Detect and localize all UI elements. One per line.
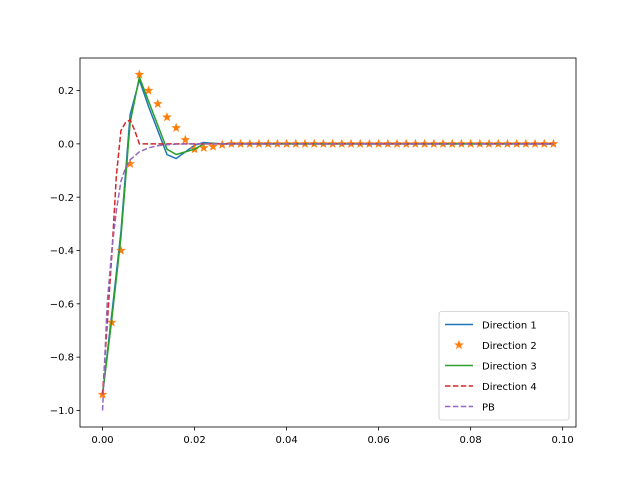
series-layer (97, 69, 559, 411)
y-tick-label: −0.2 (50, 193, 74, 204)
series-line-pb (101, 143, 554, 411)
data-point-direction-2 (116, 245, 126, 255)
legend-label-direction-2: Direction 2 (482, 341, 537, 352)
data-point-direction-2 (208, 141, 218, 151)
legend-box (438, 311, 570, 421)
data-point-direction-2 (134, 69, 145, 79)
axes-layer: 0.00 0.02 0.04 0.06 0.08 0.10 −1.0 −0.8 −0.6 −0.4… (50, 57, 577, 446)
data-point-direction-2 (152, 98, 163, 108)
x-tick-label: 0.00 (91, 435, 113, 446)
data-point-direction-2 (162, 112, 172, 122)
y-tick-label: 0.2 (58, 86, 74, 97)
y-tick-label: −1.0 (50, 406, 74, 417)
legend-label-direction-4: Direction 4 (482, 382, 537, 393)
x-tick-label: 0.10 (552, 435, 574, 446)
y-tick-label: −0.8 (50, 353, 74, 364)
data-point-direction-2 (548, 138, 559, 148)
legend-label-pb: PB (482, 403, 495, 414)
x-tick-label: 0.02 (183, 435, 205, 446)
x-tick-label: 0.08 (460, 435, 482, 446)
plot-frame (79, 57, 577, 428)
legend-swatch-direction-2 (454, 339, 464, 350)
y-tick-label: −0.4 (50, 246, 74, 257)
data-point-direction-2 (198, 142, 209, 152)
legend-label-direction-1: Direction 1 (482, 321, 537, 332)
x-tick-label: 0.04 (275, 435, 297, 446)
y-tick-label: 0.0 (58, 139, 74, 150)
data-point-direction-2 (171, 122, 181, 132)
legend: Direction 1 Direction 2 Direction 3 Directi… (438, 311, 570, 421)
x-tick-label: 0.06 (367, 435, 389, 446)
y-tick-label: −0.6 (50, 299, 74, 310)
data-point-direction-2 (180, 134, 191, 144)
legend-label-direction-3: Direction 3 (482, 362, 537, 373)
data-point-direction-2 (143, 85, 154, 95)
